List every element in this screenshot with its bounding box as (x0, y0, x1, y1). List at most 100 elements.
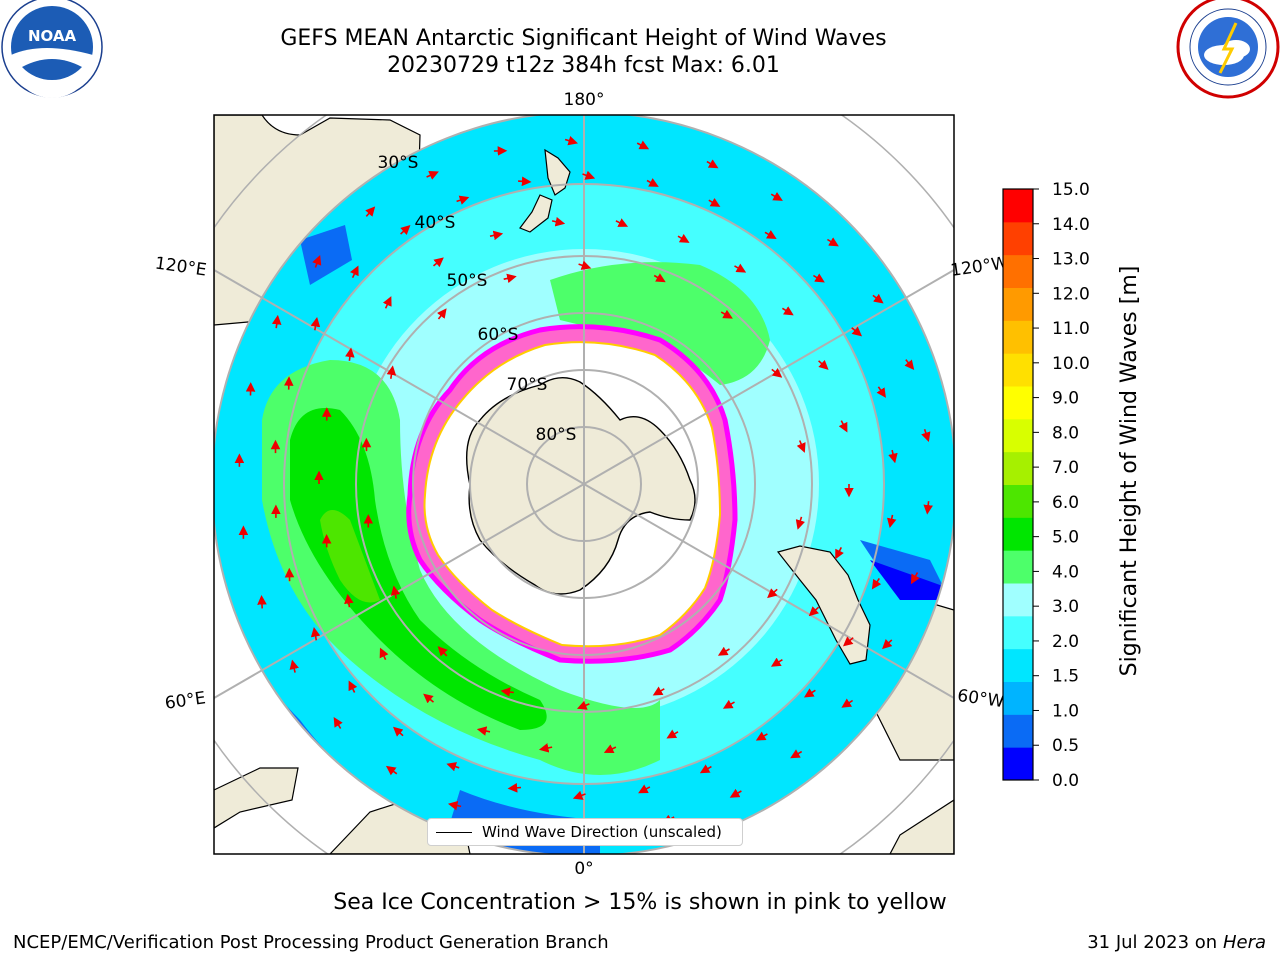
wind-wave-arrow (446, 762, 460, 772)
wind-wave-arrow (764, 230, 777, 239)
map-legend: Wind Wave Direction (unscaled) (427, 818, 743, 846)
south-america-landmass (776, 545, 871, 665)
wind-wave-arrow (888, 449, 898, 464)
footer-date: 31 Jul 2023 on Hera (1087, 932, 1266, 953)
colorbar-segment (1003, 681, 1033, 715)
colorbar (1002, 188, 1034, 781)
legend-line-sample (436, 831, 472, 833)
legend-label: Wind Wave Direction (unscaled) (482, 823, 722, 841)
lon-label-60e: 60°E (164, 688, 207, 713)
colorbar-segment (1003, 550, 1033, 584)
wind-wave-arrow (382, 296, 392, 309)
wind-wave-arrow (904, 359, 915, 370)
wind-wave-arrow (790, 749, 803, 759)
colorbar-frame (1002, 188, 1034, 781)
chart-subtitle-forecast: 20230729 t12z 384h fcst Max: 6.01 (387, 53, 780, 78)
wind-wave-arrow (345, 347, 355, 361)
wind-wave-arrow (826, 237, 839, 247)
lat-label-70s: 70°S (507, 375, 548, 395)
wind-wave-arrow (921, 428, 931, 442)
wind-wave-arrow (818, 359, 829, 370)
wind-wave-arrow (500, 687, 514, 697)
wind-wave-arrow (851, 326, 863, 337)
lat-label-40s: 40°S (415, 213, 456, 233)
wind-wave-arrow (551, 216, 566, 227)
wind-wave-arrow (729, 788, 742, 798)
colorbar-segment (1003, 484, 1033, 518)
sea-ice-note: Sea Ice Concentration > 15% is shown in … (333, 890, 947, 915)
colorbar-tick-label: 6.0 (1052, 493, 1079, 513)
footer-date-text: 31 Jul 2023 on (1087, 932, 1223, 953)
wind-wave-arrow (734, 263, 747, 273)
colorbar-tick-label: 12.0 (1052, 284, 1090, 304)
colorbar-tick-label: 1.5 (1052, 667, 1079, 687)
colorbar-tick-label: 1.0 (1052, 701, 1079, 721)
wind-wave-arrow (538, 743, 553, 753)
colorbar-tick-label: 10.0 (1052, 354, 1090, 374)
colorbar-tick-label: 9.0 (1052, 389, 1079, 409)
lat-label-30s: 30°S (378, 153, 419, 173)
lon-label-180: 180° (564, 90, 605, 110)
colorbar-tick-label: 7.0 (1052, 458, 1079, 478)
wind-wave-arrow (518, 176, 532, 187)
wind-wave-arrow (876, 386, 886, 398)
wind-wave-arrow (333, 717, 343, 729)
wind-wave-arrow (423, 693, 435, 704)
lon-label-120e: 120°E (154, 254, 208, 281)
wind-wave-arrow (447, 800, 462, 811)
colorbar-ticks: 0.0 0.5 1.0 1.5 2.0 3.0 4.0 5.0 6.0 7.0 8.0 9.0 10.0… (1033, 180, 1090, 791)
wind-wave-arrow (507, 783, 522, 793)
lat-label-50s: 50°S (447, 271, 488, 291)
wind-wave-arrows (234, 136, 933, 835)
wind-wave-arrow (385, 765, 398, 776)
wind-wave-arrow (582, 170, 596, 180)
wind-wave-arrow (755, 731, 768, 741)
wind-wave-arrow (910, 572, 920, 585)
wind-wave-arrow (803, 688, 816, 698)
wind-wave-arrow (646, 178, 659, 187)
colorbar-segment (1003, 221, 1033, 256)
wind-wave-arrow (564, 136, 578, 146)
wind-wave-arrow (653, 273, 666, 283)
wind-wave-arrow (615, 218, 629, 227)
lon-label-60w: 60°W (956, 686, 1005, 712)
wind-wave-arrow (400, 224, 411, 236)
wind-wave-arrow (706, 159, 719, 169)
noaa-logo-text: NOAA (28, 27, 77, 45)
wind-wave-arrow (365, 206, 376, 217)
colorbar-tick-label: 0.5 (1052, 736, 1079, 756)
wind-wave-arrow (796, 440, 806, 453)
colorbar-tick-label: 4.0 (1052, 562, 1079, 582)
wind-wave-arrow (432, 257, 444, 268)
colorbar-segment (1003, 320, 1033, 354)
wind-wave-arrow (717, 646, 730, 656)
colorbar-tick-label: 15.0 (1052, 180, 1090, 200)
wind-wave-arrow (576, 700, 590, 710)
wind-wave-arrow (882, 639, 893, 650)
wind-wave-arrow (636, 140, 650, 150)
chart-title: GEFS MEAN Antarctic Significant Height o… (280, 26, 887, 51)
wind-wave-arrow (770, 657, 783, 667)
wind-wave-arrow (808, 606, 820, 617)
wind-wave-arrow (289, 659, 299, 673)
lat-label-60s: 60°S (478, 325, 519, 345)
colorbar-segment (1003, 353, 1033, 387)
wind-wave-arrow (310, 627, 321, 641)
colorbar-segment (1003, 418, 1033, 453)
colorbar-segment (1003, 386, 1033, 420)
wind-wave-arrow (437, 646, 448, 657)
wind-wave-arrow (771, 367, 783, 378)
wind-wave-arrow (271, 314, 282, 329)
wind-wave-arrow (344, 593, 354, 608)
wind-wave-arrow (835, 547, 844, 560)
colorbar-label: Significant Height of Wind Waves [m] (1117, 265, 1142, 677)
wind-wave-arrow (638, 784, 651, 794)
colorbar-tick-label: 0.0 (1052, 771, 1079, 791)
wind-wave-arrow (722, 699, 735, 709)
lon-label-0: 0° (574, 859, 593, 879)
lon-label-120w: 120°W (949, 253, 1009, 281)
wind-wave-arrow (652, 686, 665, 696)
footer-host: Hera (1222, 932, 1266, 953)
wind-wave-arrow (386, 365, 397, 379)
